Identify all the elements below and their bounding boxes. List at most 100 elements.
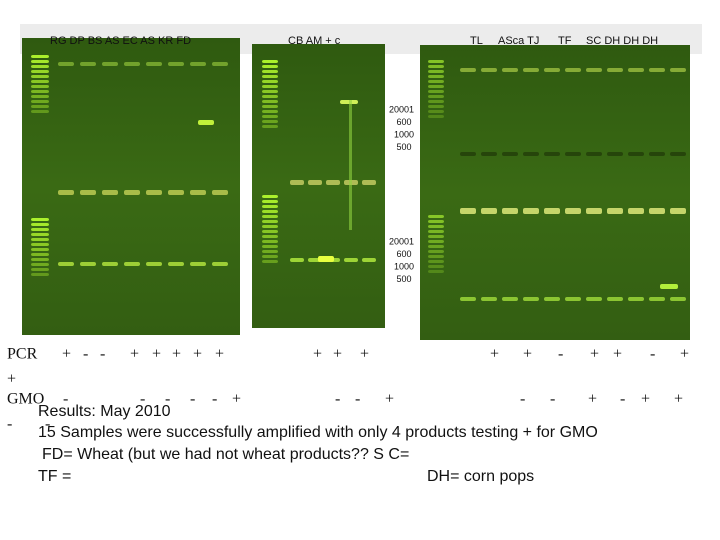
pcr-mark: +: [523, 346, 532, 363]
band: [58, 262, 74, 266]
band: [586, 208, 602, 214]
ladder-label: 1000: [394, 129, 414, 139]
band: [262, 120, 278, 123]
row-label: PCR: [7, 346, 38, 363]
pcr-mark: +: [193, 346, 202, 363]
band: [428, 80, 444, 83]
band: [31, 273, 49, 276]
band: [565, 152, 581, 156]
band: [31, 253, 49, 256]
band: [102, 262, 118, 266]
gmo-mark: -: [63, 391, 68, 408]
band: [502, 152, 518, 156]
band: [362, 258, 376, 262]
gmo-mark: +: [674, 391, 683, 408]
band: [31, 95, 49, 98]
band: [428, 100, 444, 103]
band: [607, 297, 623, 301]
lane-labels: RG DP BS AS EC AS KR FD: [50, 35, 191, 47]
pcr-mark: +: [680, 346, 689, 363]
band: [31, 110, 49, 113]
pcr-mark: -: [558, 346, 563, 363]
band: [428, 240, 444, 243]
band: [31, 258, 49, 261]
row-mark: +: [7, 371, 16, 388]
gmo-mark: +: [232, 391, 241, 408]
gel-1: [22, 38, 240, 335]
band: [31, 223, 49, 226]
band: [428, 270, 444, 273]
band: [124, 62, 140, 66]
band: [198, 120, 214, 125]
band: [80, 62, 96, 66]
band: [628, 68, 644, 72]
row-label: GMO: [7, 391, 44, 408]
band: [262, 215, 278, 218]
band: [460, 152, 476, 156]
band: [428, 65, 444, 68]
lane-label: TF: [558, 35, 572, 47]
band: [428, 245, 444, 248]
band: [428, 230, 444, 233]
band: [262, 125, 278, 128]
band: [212, 62, 228, 66]
band: [586, 152, 602, 156]
band: [481, 297, 497, 301]
band: [428, 250, 444, 253]
band: [58, 62, 74, 66]
band: [428, 215, 444, 218]
band: [502, 208, 518, 214]
band: [428, 220, 444, 223]
pcr-mark: +: [62, 346, 71, 363]
band: [31, 75, 49, 78]
results-line: DH= corn pops: [427, 468, 534, 485]
band: [262, 100, 278, 103]
pcr-mark: +: [613, 346, 622, 363]
gmo-mark: -: [355, 391, 360, 408]
band: [262, 200, 278, 203]
band: [262, 235, 278, 238]
lane-labels: CB AM + c: [288, 35, 341, 47]
band: [31, 238, 49, 241]
band: [428, 75, 444, 78]
band: [362, 180, 376, 185]
band: [80, 190, 96, 195]
band: [523, 208, 539, 214]
band: [649, 208, 665, 214]
gmo-mark: -: [620, 391, 625, 408]
gmo-mark: +: [588, 391, 597, 408]
pcr-mark: +: [490, 346, 499, 363]
band: [262, 110, 278, 113]
band: [31, 80, 49, 83]
band: [31, 263, 49, 266]
band: [607, 68, 623, 72]
band: [262, 255, 278, 258]
band: [565, 68, 581, 72]
band: [586, 297, 602, 301]
band: [628, 297, 644, 301]
band: [481, 68, 497, 72]
ladder-label: 1000: [394, 261, 414, 271]
band: [31, 268, 49, 271]
band: [428, 110, 444, 113]
gmo-mark: -: [520, 391, 525, 408]
band: [262, 220, 278, 223]
band: [146, 62, 162, 66]
gmo-mark: +: [641, 391, 650, 408]
band: [523, 68, 539, 72]
band: [262, 245, 278, 248]
band: [124, 190, 140, 195]
band: [262, 240, 278, 243]
band: [168, 262, 184, 266]
marks: + - - + + + + + + + + + + - + + - +- - - - - + - - + - - + - + +: [62, 346, 689, 408]
band: [31, 105, 49, 108]
band: [262, 85, 278, 88]
band: [428, 265, 444, 268]
ladder-label: 500: [396, 274, 411, 284]
pcr-mark: +: [152, 346, 161, 363]
gmo-mark: +: [385, 391, 394, 408]
band: [428, 70, 444, 73]
pcr-mark: -: [83, 346, 88, 363]
band: [481, 208, 497, 214]
